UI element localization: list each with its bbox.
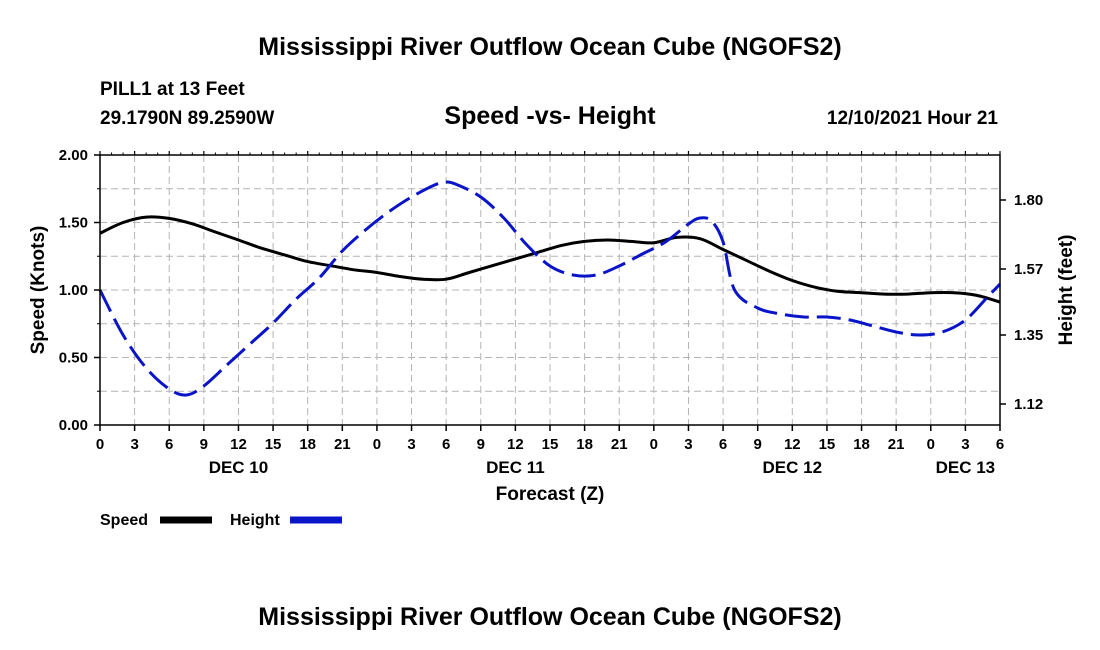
x-tick-label: 0 xyxy=(927,436,935,453)
date-label: DEC 10 xyxy=(209,458,269,477)
date-label: DEC 11 xyxy=(486,458,545,477)
coordinates-label: 29.1790N 89.2590W xyxy=(100,108,274,129)
x-tick-label: 9 xyxy=(754,436,762,453)
timestamp-label: 12/10/2021 Hour 21 xyxy=(827,108,999,129)
x-axis-label: Forecast (Z) xyxy=(496,484,605,505)
x-tick-label: 0 xyxy=(373,436,381,453)
axes: 0 3 6 9 12 15 18 21 0 3 6 9 12 15 18 21 0 3 6 9 12 15 18 21 0 3 6 0… xyxy=(59,147,1043,477)
legend-label-height: Height xyxy=(230,512,280,529)
y2-tick-label: 1.80 xyxy=(1014,192,1043,209)
date-label: DEC 13 xyxy=(936,458,996,477)
station-label: PILL1 at 13 Feet xyxy=(100,79,245,100)
y2-tick-label: 1.57 xyxy=(1014,261,1043,278)
series-lines xyxy=(98,180,1002,397)
legend-label-speed: Speed xyxy=(100,512,148,529)
x-tick-label: 21 xyxy=(334,436,351,453)
y-tick-label: 1.50 xyxy=(59,215,88,232)
x-tick-label: 21 xyxy=(611,436,628,453)
chart-subtitle: Speed -vs- Height xyxy=(444,102,656,130)
x-tick-label: 6 xyxy=(442,436,450,453)
y-tick-label: 1.00 xyxy=(59,282,88,299)
x-tick-label: 15 xyxy=(265,436,282,453)
x-tick-label: 18 xyxy=(853,436,870,453)
legend: Speed Height xyxy=(100,512,342,529)
x-tick-label: 15 xyxy=(542,436,559,453)
x-tick-label: 9 xyxy=(477,436,485,453)
series-line-height xyxy=(98,180,1002,397)
x-tick-label: 0 xyxy=(96,436,104,453)
x-tick-label: 15 xyxy=(819,436,836,453)
x-tick-label: 0 xyxy=(650,436,658,453)
x-tick-label: 3 xyxy=(684,436,692,453)
y2-tick-label: 1.12 xyxy=(1014,396,1043,413)
y-tick-label: 0.00 xyxy=(59,417,88,434)
x-tick-label: 3 xyxy=(961,436,969,453)
x-tick-label: 6 xyxy=(996,436,1004,453)
date-label: DEC 12 xyxy=(763,458,823,477)
x-tick-label: 9 xyxy=(200,436,208,453)
footer-title: Mississippi River Outflow Ocean Cube (NG… xyxy=(258,603,841,631)
x-tick-label: 12 xyxy=(230,436,247,453)
x-tick-label: 3 xyxy=(407,436,415,453)
y2-tick-label: 1.35 xyxy=(1014,327,1043,344)
chart-title: Mississippi River Outflow Ocean Cube (NG… xyxy=(258,33,841,61)
y-tick-label: 2.00 xyxy=(59,147,88,164)
x-tick-label: 6 xyxy=(165,436,173,453)
grid-lines xyxy=(100,155,1000,425)
y-tick-label: 0.50 xyxy=(59,350,88,367)
series-line-speed xyxy=(99,215,1001,304)
x-tick-label: 3 xyxy=(130,436,138,453)
x-tick-label: 12 xyxy=(507,436,524,453)
x-tick-label: 18 xyxy=(299,436,316,453)
x-tick-label: 12 xyxy=(784,436,801,453)
x-tick-label: 18 xyxy=(576,436,593,453)
y2-axis-label: Height (feet) xyxy=(1056,235,1077,346)
x-tick-label: 21 xyxy=(888,436,905,453)
x-tick-label: 6 xyxy=(719,436,727,453)
y-axis-label: Speed (Knots) xyxy=(28,226,49,355)
